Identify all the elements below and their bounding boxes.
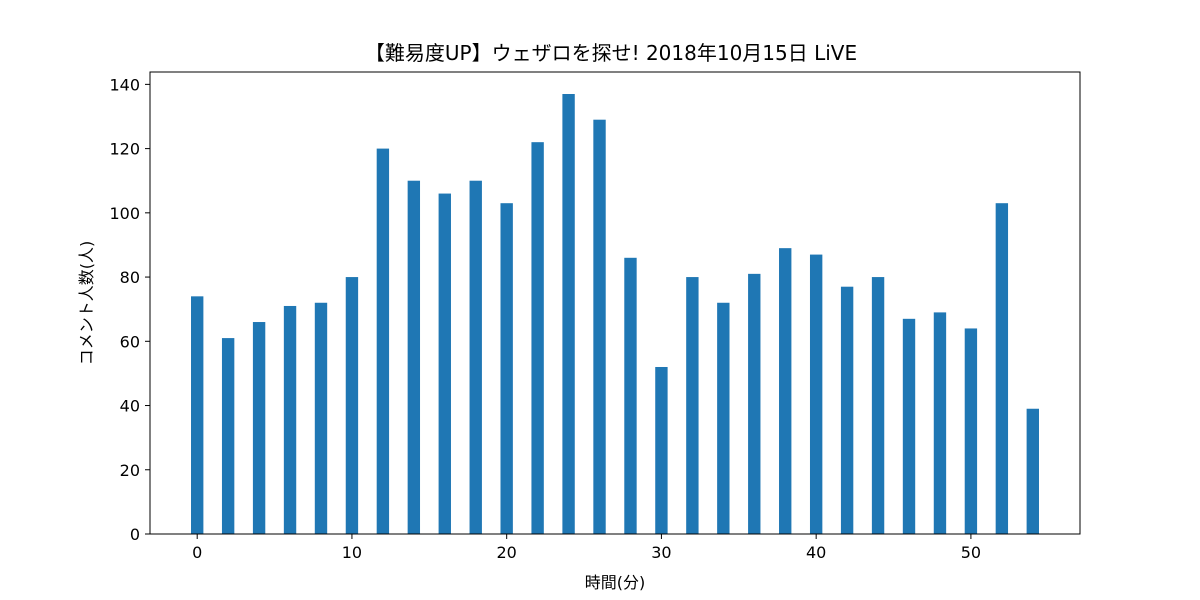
bar-28: [624, 257, 637, 534]
bar-4: [252, 322, 266, 534]
y-tick-label: 0: [130, 525, 140, 544]
y-tick-label: 80: [120, 268, 140, 287]
x-tick-label: 20: [497, 543, 517, 562]
y-tick-label: 40: [120, 397, 140, 416]
bar-14: [407, 180, 421, 534]
bar-2: [221, 338, 235, 534]
bar-46: [902, 318, 916, 534]
y-tick-label: 120: [109, 140, 140, 159]
bars-group: [191, 94, 1039, 535]
y-axis-label: コメント人数(人): [77, 241, 96, 366]
bar-22: [531, 142, 544, 535]
x-tick-label: 30: [651, 543, 671, 562]
bar-20: [500, 203, 513, 534]
bar-10: [345, 277, 359, 534]
x-tick-label: 50: [961, 543, 981, 562]
bar-38: [779, 248, 792, 534]
bar-24: [562, 94, 575, 534]
bar-42: [840, 286, 854, 534]
plot-frame: [149, 71, 1081, 535]
bar-18: [469, 180, 482, 534]
bar-48: [933, 312, 947, 534]
y-axis-ticks: 0 20 40 60 80 100 120 140: [109, 75, 150, 544]
bar-50: [964, 328, 978, 534]
bar-40: [809, 254, 823, 535]
y-tick-label: 60: [120, 332, 140, 351]
bar-32: [686, 277, 699, 534]
x-axis-label: 時間(分): [585, 573, 646, 592]
bar-26: [593, 119, 606, 535]
bar-6: [283, 305, 297, 534]
bar-54: [1026, 408, 1039, 534]
bar-30: [655, 366, 668, 534]
chart-title: 【難易度UP】ウェザロを探せ! 2018年10月15日 LiVE: [365, 41, 857, 65]
bar-12: [376, 148, 390, 534]
y-tick-label: 140: [109, 75, 140, 94]
x-tick-label: 40: [806, 543, 826, 562]
bar-34: [717, 302, 730, 534]
bar-0: [191, 296, 204, 534]
y-tick-label: 100: [109, 204, 140, 223]
bar-44: [871, 277, 885, 534]
bar-52: [995, 203, 1009, 534]
y-tick-label: 20: [120, 461, 140, 480]
x-tick-label: 0: [192, 543, 202, 562]
bar-36: [748, 273, 761, 534]
bar-16: [438, 193, 451, 534]
x-tick-label: 10: [342, 543, 362, 562]
x-axis-ticks: 0 10 20 30 40 50: [192, 534, 981, 562]
bar-8: [314, 302, 328, 534]
